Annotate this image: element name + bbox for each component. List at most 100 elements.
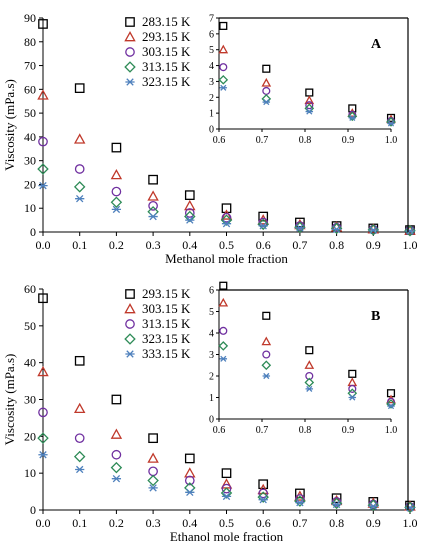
data-point xyxy=(220,209,233,220)
inset-data-point xyxy=(261,77,272,87)
data-point xyxy=(110,168,123,180)
inset-x-tick-label: 0.7 xyxy=(256,425,269,436)
inset-data-point xyxy=(386,399,396,409)
inset-data-point xyxy=(348,369,357,378)
data-point xyxy=(258,222,268,230)
data-point xyxy=(184,467,196,478)
data-point xyxy=(404,501,416,514)
inset-series-1 xyxy=(219,281,396,398)
inset-data-point xyxy=(219,326,228,335)
y-tick-label: 90 xyxy=(24,11,36,25)
data-point xyxy=(184,210,196,223)
data-point xyxy=(220,487,233,499)
data-point xyxy=(295,217,305,228)
x-tick-label: 0.2 xyxy=(109,516,124,530)
data-point xyxy=(75,195,85,203)
data-point xyxy=(74,355,85,366)
data-point xyxy=(368,502,378,511)
legend-entry: 313.15 K xyxy=(142,59,191,74)
inset-series-5 xyxy=(219,84,395,127)
data-point xyxy=(148,212,158,221)
data-point xyxy=(111,394,122,405)
inset-y-tick-label: 1 xyxy=(209,393,214,404)
data-point xyxy=(184,208,195,218)
data-point xyxy=(74,433,85,444)
inset-x-tick-label: 1.0 xyxy=(385,425,398,436)
data-point xyxy=(295,498,305,507)
y-tick-label: 0 xyxy=(30,225,36,239)
data-point xyxy=(185,216,195,224)
inset-data-point xyxy=(348,394,357,401)
y-tick-label: 40 xyxy=(24,356,36,370)
inset-x-tick-label: 0.6 xyxy=(213,135,226,146)
data-point xyxy=(73,402,86,414)
data-point xyxy=(110,461,123,474)
x-tick-label: 0.5 xyxy=(219,516,234,530)
data-point xyxy=(184,190,195,200)
inset-data-point xyxy=(262,350,271,359)
legend-entry: 323.15 K xyxy=(142,331,191,346)
inset-data-point xyxy=(262,311,271,320)
inset-data-point xyxy=(347,108,358,117)
inset-panel-2: 0 1 2 3 4 5 6 0.6 0.7 0.8 0.9 1.0 B xyxy=(209,281,409,510)
data-point xyxy=(38,136,48,147)
legend-marker xyxy=(125,289,135,299)
data-point xyxy=(75,465,85,474)
legend-entry: 303.15 K xyxy=(142,44,191,59)
x-tick-label: 0.1 xyxy=(72,516,87,530)
x-tick-label: 0.1 xyxy=(72,238,87,252)
inset-y-tick-label: 6 xyxy=(209,286,214,297)
data-point xyxy=(221,203,232,214)
data-point xyxy=(184,475,195,486)
x-tick-label: 0.6 xyxy=(256,516,271,530)
data-point xyxy=(37,432,49,444)
inset-data-point xyxy=(387,403,395,410)
inset-y-tick-label: 7 xyxy=(209,14,214,25)
y-axis-label: Viscosity (mPa.s) xyxy=(2,79,17,171)
data-point xyxy=(38,407,48,418)
series-4 xyxy=(37,163,416,237)
data-point xyxy=(184,453,195,464)
legend-entry: 293.15 K xyxy=(142,29,191,44)
y-tick-label: 50 xyxy=(24,106,36,120)
data-point xyxy=(367,224,380,236)
inset-data-point xyxy=(219,281,228,290)
inset-background xyxy=(219,290,391,419)
y-tick-label: 60 xyxy=(24,282,36,296)
data-point xyxy=(221,492,232,501)
data-point xyxy=(295,224,305,232)
inset-data-point xyxy=(386,117,396,127)
y-tick-label: 70 xyxy=(24,59,36,73)
data-point xyxy=(257,491,269,503)
inset-series-4 xyxy=(218,75,396,127)
data-point xyxy=(258,211,269,222)
x-tick-label: 0.0 xyxy=(36,238,51,252)
inset-data-point xyxy=(219,84,228,91)
y-tick-label: 30 xyxy=(24,393,36,407)
data-point xyxy=(331,500,342,509)
inset-y-tick-label: 6 xyxy=(209,29,214,40)
data-point xyxy=(148,174,158,185)
inset-data-point xyxy=(348,384,357,393)
data-point xyxy=(258,479,269,490)
legend-marker xyxy=(124,333,136,345)
inset-data-point xyxy=(262,98,271,106)
y-tick-label: 10 xyxy=(24,466,36,480)
legend-entry: 293.15 K xyxy=(142,286,191,301)
inset-panel-1: 0 1 2 3 4 5 6 7 0.6 0.7 0.8 0.9 1.0 A xyxy=(209,14,409,232)
data-point xyxy=(148,484,158,492)
inset-x-tick-label: 0.9 xyxy=(342,135,355,146)
inset-x-tick-label: 0.7 xyxy=(256,135,269,146)
inset-x-tick-label: 0.8 xyxy=(299,425,312,436)
inset-data-point xyxy=(218,44,229,54)
data-point xyxy=(147,474,159,487)
inset-data-point xyxy=(347,111,358,122)
inset-data-point xyxy=(262,372,271,380)
inset-data-point xyxy=(261,360,272,371)
y-tick-label: 40 xyxy=(24,130,36,144)
legend-marker xyxy=(124,31,136,42)
x-tick-label: 0.3 xyxy=(146,516,161,530)
data-point xyxy=(258,495,268,504)
data-point xyxy=(38,181,48,190)
data-point xyxy=(368,226,378,234)
